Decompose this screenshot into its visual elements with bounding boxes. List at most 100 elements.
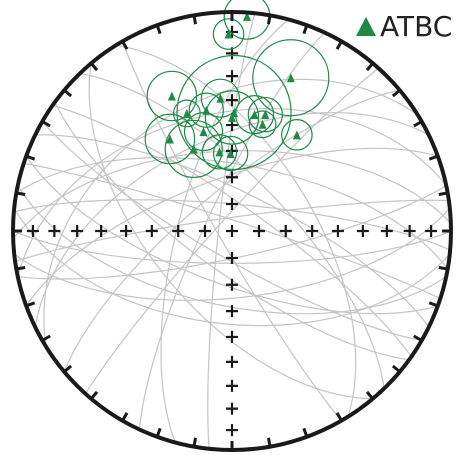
plus-mark <box>425 225 438 237</box>
data-point-triangle <box>261 110 270 120</box>
azimuth-tick <box>63 364 73 373</box>
plus-mark <box>331 225 344 237</box>
confidence-cone <box>212 135 249 172</box>
great-circle <box>63 89 400 373</box>
plus-mark <box>226 198 238 211</box>
great-circle <box>160 19 290 443</box>
great-circle <box>88 63 373 400</box>
data-point-triangle <box>189 144 198 154</box>
confidence-cone <box>201 134 238 170</box>
data-point-triangle <box>216 93 225 103</box>
azimuth-tick <box>192 15 198 25</box>
legend: ATBC <box>356 10 452 43</box>
confidence-cone <box>212 18 245 50</box>
azimuth-tick <box>155 24 162 35</box>
data-point-triangle <box>224 29 233 39</box>
plus-mark <box>252 225 265 237</box>
azimuth-tick <box>302 427 309 438</box>
azimuth-ticks <box>13 12 451 450</box>
data-point-triangle <box>226 148 235 158</box>
plus-mark <box>306 225 319 237</box>
azimuth-tick <box>391 89 401 98</box>
data-point-triangle <box>199 127 208 137</box>
great-circle <box>25 147 438 307</box>
azimuth-tick <box>90 62 99 72</box>
great-circle <box>13 207 451 327</box>
great-circle <box>84 67 379 395</box>
plus-mark <box>199 225 212 237</box>
great-circle <box>17 107 447 277</box>
plus-mark <box>279 225 292 237</box>
azimuth-tick <box>41 334 51 342</box>
plus-mark <box>226 305 238 318</box>
data-point-triangle <box>167 91 176 101</box>
plus-mark <box>403 225 416 237</box>
data-point-triangle <box>286 73 295 83</box>
great-circle <box>14 199 449 263</box>
plus-mark <box>226 379 238 392</box>
azimuth-tick <box>365 62 374 72</box>
azimuth-tick <box>25 301 36 308</box>
data-point-triangle <box>215 147 224 157</box>
azimuth-tick <box>192 437 198 447</box>
azimuth-tick <box>413 334 423 342</box>
plus-mark <box>71 225 84 237</box>
plus-mark <box>356 225 369 237</box>
great-circle <box>13 207 451 301</box>
plus-mark <box>226 171 238 184</box>
plus-mark <box>48 225 61 237</box>
great-circle <box>34 112 430 328</box>
plus-mark <box>226 70 238 83</box>
data-point-triangle <box>165 134 174 144</box>
azimuth-tick <box>121 40 129 50</box>
data-point-triangle <box>182 108 191 118</box>
data-point-triangle <box>258 119 267 129</box>
great-circle <box>23 162 441 300</box>
plus-mark <box>226 355 238 368</box>
data-point-triangle <box>202 105 211 115</box>
azimuth-tick <box>428 154 439 161</box>
azimuth-tick <box>391 364 401 373</box>
confidence-cone <box>281 119 313 151</box>
confidence-cone <box>248 110 277 139</box>
data-points <box>165 11 301 158</box>
plus-mark <box>226 402 238 415</box>
azimuth-tick <box>16 191 26 197</box>
great-circle <box>41 121 422 342</box>
data-point-triangle <box>228 112 236 122</box>
confidence-cone <box>247 96 284 133</box>
azimuth-tick <box>413 120 423 128</box>
cross-grid <box>26 25 438 437</box>
plus-mark <box>95 225 108 237</box>
great-circle <box>43 78 419 348</box>
azimuth-tick <box>438 265 448 271</box>
plus-mark <box>145 225 158 237</box>
azimuth-tick <box>63 89 73 98</box>
confidence-cone <box>188 92 225 128</box>
azimuth-tick <box>302 24 309 35</box>
azimuth-tick <box>25 154 36 161</box>
azimuth-tick <box>41 120 51 128</box>
confidence-cone <box>200 78 240 118</box>
great-circle <box>52 104 412 357</box>
plus-mark <box>26 225 39 237</box>
azimuth-tick <box>266 437 272 447</box>
confidence-cone <box>176 54 292 171</box>
azimuth-tick <box>155 427 162 438</box>
plus-mark <box>226 424 238 437</box>
great-circle <box>54 102 410 361</box>
great-circle <box>115 44 357 417</box>
plus-mark <box>226 225 238 237</box>
great-circle <box>35 134 430 328</box>
azimuth-tick <box>335 412 343 422</box>
legend-label: ATBC <box>380 10 453 43</box>
data-point-triangle <box>243 11 252 21</box>
data-point-triangle <box>292 130 301 140</box>
data-point-triangle <box>250 110 259 120</box>
azimuth-tick <box>266 15 272 25</box>
plus-mark <box>172 225 185 237</box>
plus-mark <box>226 251 238 264</box>
confidence-cone <box>204 90 260 145</box>
plus-mark <box>120 225 133 237</box>
